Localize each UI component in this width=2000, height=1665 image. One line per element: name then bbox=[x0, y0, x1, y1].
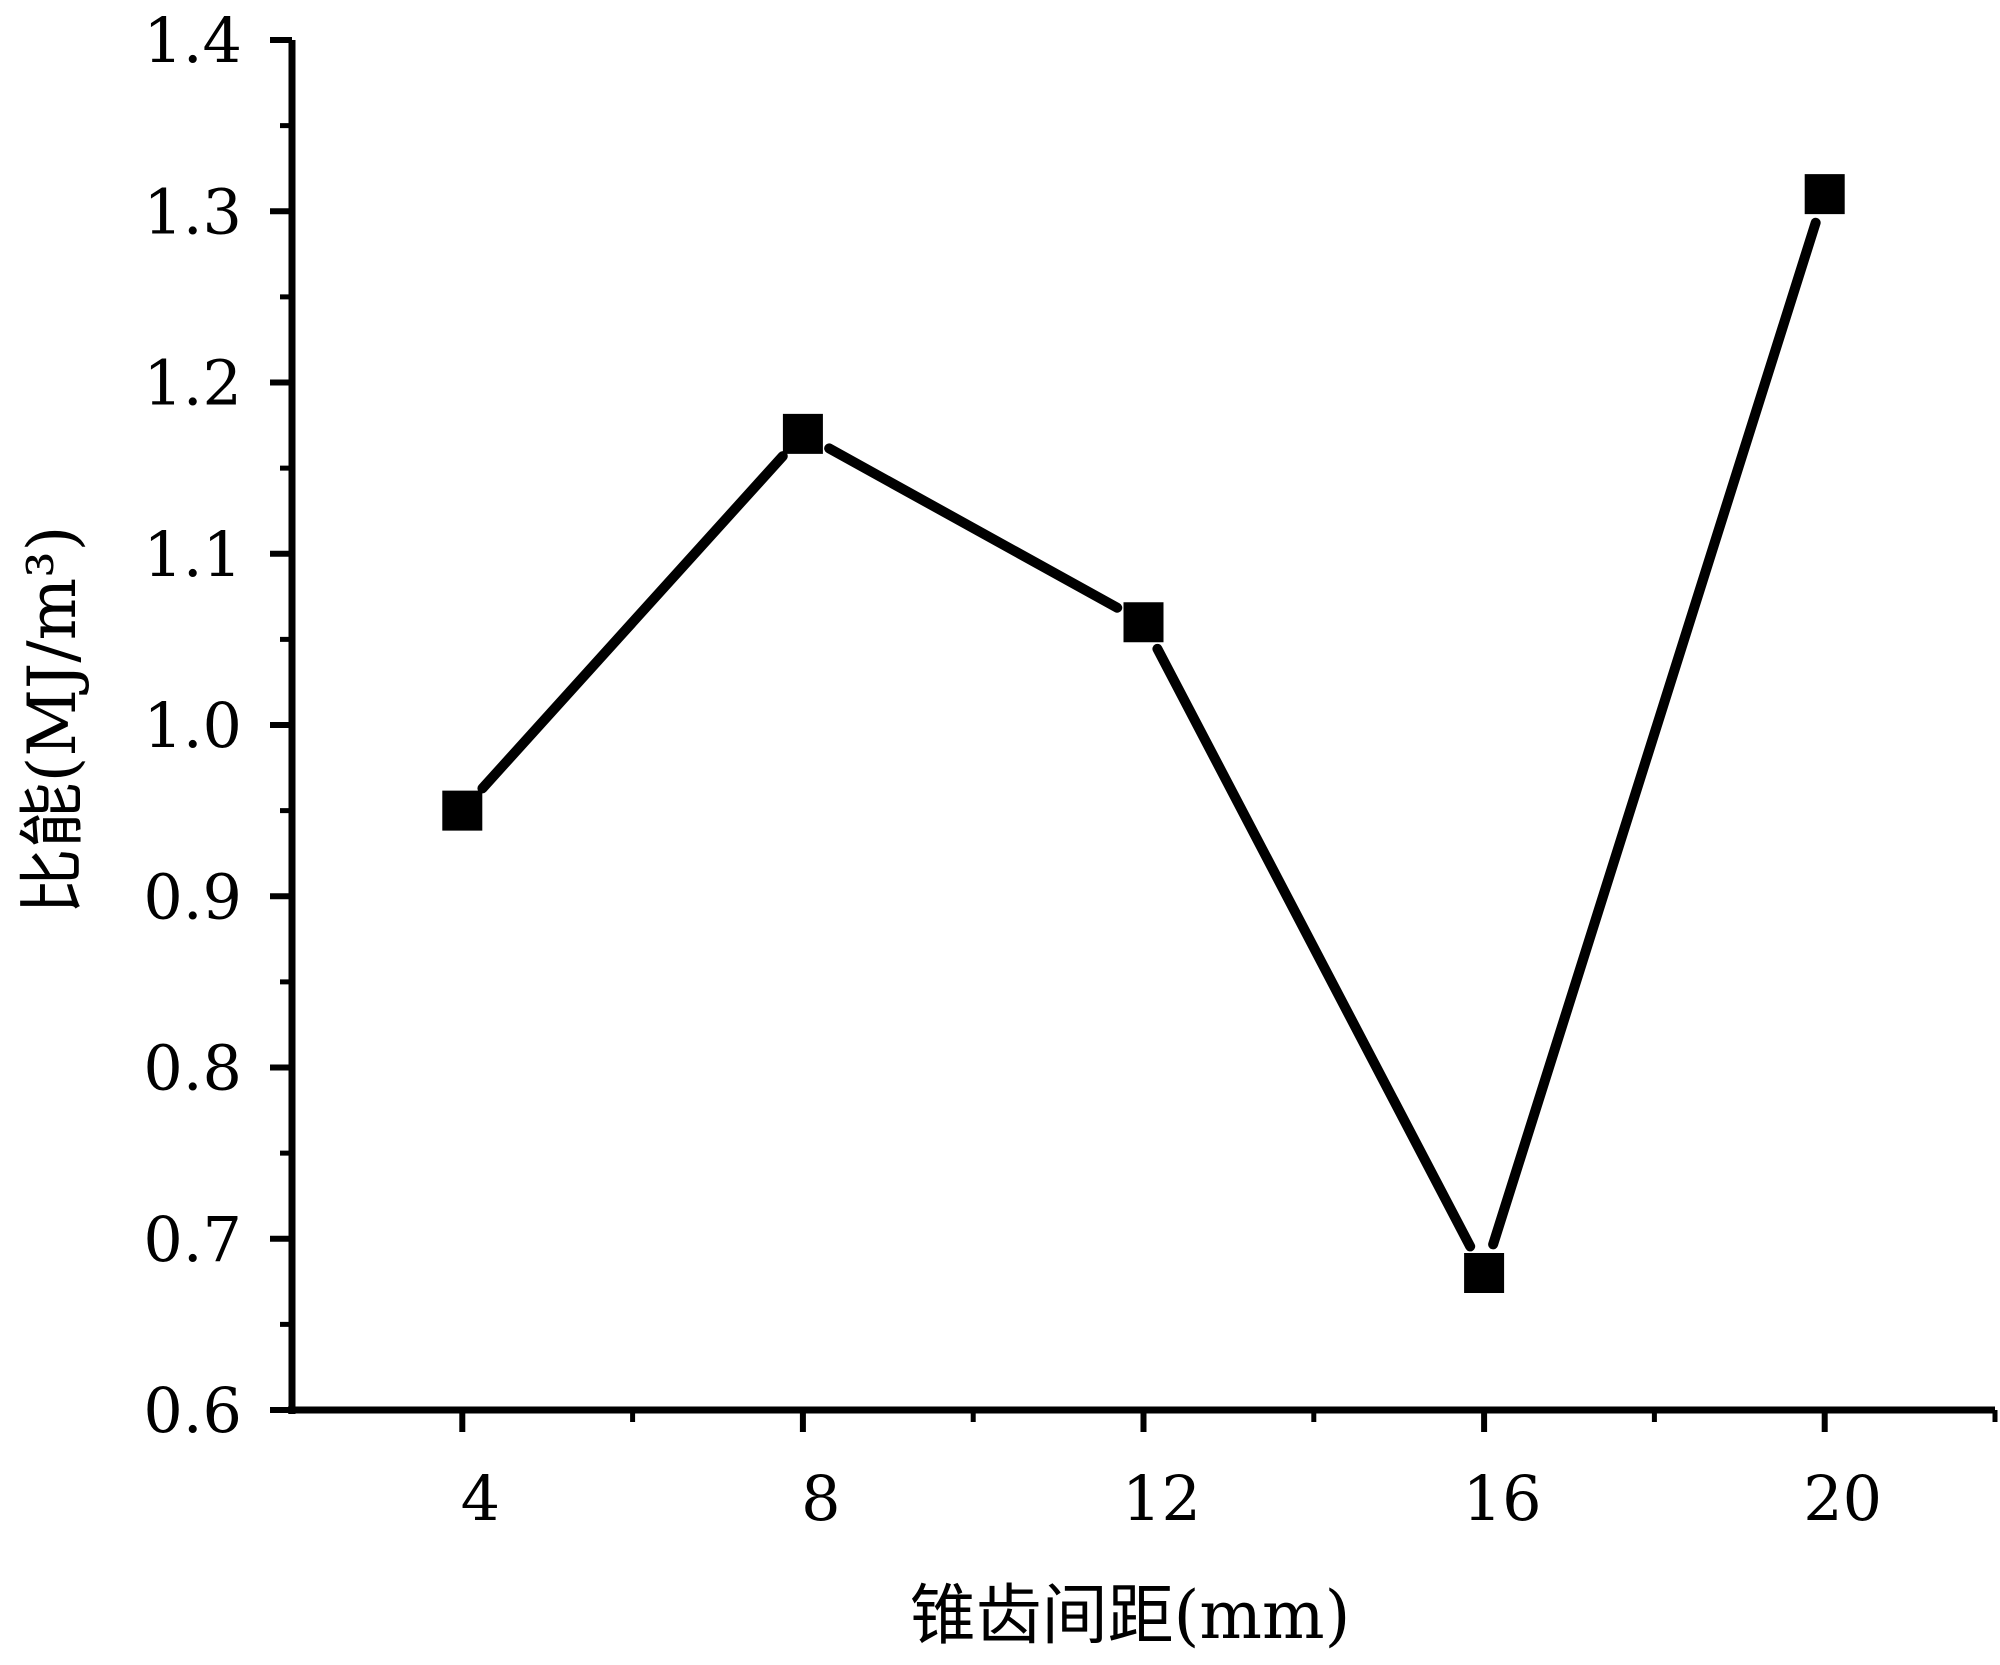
y-tick-label: 0.9 bbox=[143, 860, 242, 933]
series-segment bbox=[824, 443, 1123, 613]
data-point bbox=[782, 413, 823, 454]
x-tick-label: 20 bbox=[1803, 1462, 1882, 1535]
x-tick-label: 16 bbox=[1463, 1462, 1542, 1535]
tick-labels: 0.6 0.7 0.8 0.9 1.0 1.1 1.2 1.3 1.4 4 8 12 16 20 bbox=[143, 4, 1882, 1535]
data-point bbox=[442, 790, 483, 831]
x-tick-label: 12 bbox=[1122, 1462, 1201, 1535]
series-line bbox=[477, 217, 1821, 1252]
series-segment bbox=[1152, 643, 1476, 1252]
y-tick-label: 0.6 bbox=[143, 1374, 242, 1447]
x-tick-label: 8 bbox=[801, 1462, 840, 1535]
series-segment bbox=[1488, 217, 1821, 1250]
y-tick-label: 1.3 bbox=[143, 175, 242, 248]
x-tick-label: 4 bbox=[461, 1462, 500, 1535]
data-point bbox=[1804, 174, 1845, 215]
y-tick-label: 0.7 bbox=[143, 1203, 242, 1276]
y-axis-title: 比能(MJ/m³) bbox=[14, 526, 91, 915]
data-point bbox=[1123, 602, 1164, 643]
y-tick-label: 1.0 bbox=[143, 689, 242, 762]
y-tick-label: 1.2 bbox=[143, 347, 242, 420]
y-tick-label: 0.8 bbox=[143, 1032, 242, 1105]
data-point bbox=[1464, 1253, 1505, 1293]
ticks bbox=[270, 37, 1998, 1432]
series-segment bbox=[477, 451, 788, 794]
y-tick-label: 1.1 bbox=[143, 518, 242, 591]
y-tick-label: 1.4 bbox=[143, 4, 242, 77]
data-points bbox=[442, 174, 1845, 1293]
x-axis-title: 锥齿间距(mm) bbox=[910, 1577, 1351, 1654]
